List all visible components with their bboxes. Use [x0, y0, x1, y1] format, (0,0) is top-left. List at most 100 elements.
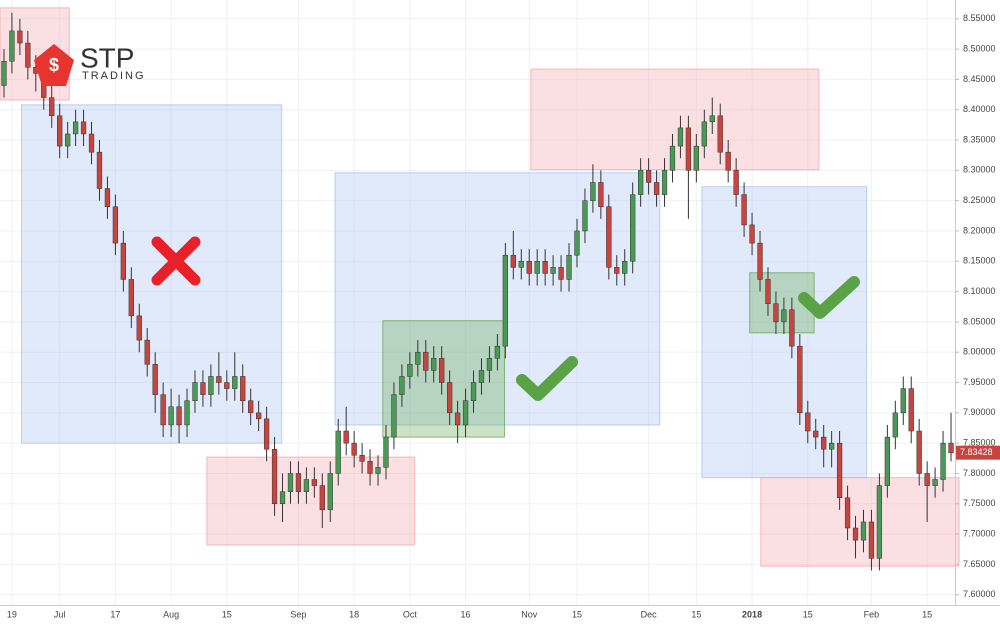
candle-body [311, 479, 317, 486]
candle-body [566, 254, 572, 280]
candle-body [494, 345, 501, 359]
candle-body [295, 473, 302, 492]
y-tick-label: 8.30000 [963, 165, 996, 175]
candle-body [813, 430, 819, 438]
candle-body [860, 521, 867, 541]
candle-body [136, 315, 142, 341]
candle-body [120, 242, 126, 280]
candle-body [216, 376, 222, 383]
x-tick-label: Aug [163, 609, 179, 619]
candle-body [152, 364, 158, 395]
x-tick-label: Oct [403, 609, 418, 619]
candle-body [805, 412, 811, 432]
x-tick-label: 18 [349, 609, 359, 619]
y-tick-label: 8.20000 [963, 225, 996, 235]
x-tick-label: 15 [691, 609, 701, 619]
candle-body [622, 261, 628, 274]
cross-icon [151, 236, 201, 286]
candle-body [407, 364, 413, 377]
x-tick-label: 15 [803, 609, 813, 619]
candle-body [852, 527, 859, 541]
candle-body [287, 473, 294, 492]
y-tick-label: 7.75000 [963, 498, 996, 508]
y-tick-label: 8.00000 [963, 347, 996, 357]
candle-body [144, 339, 150, 365]
y-tick-label: 8.25000 [963, 195, 996, 205]
candle-body [685, 127, 692, 171]
candle-body [741, 194, 747, 226]
candle-body [9, 30, 15, 62]
candle-body [868, 521, 875, 559]
candle-body [908, 388, 914, 432]
candle-body [184, 400, 190, 426]
x-tick-label: 15 [922, 609, 932, 619]
candle-body [948, 442, 954, 454]
candle-body [829, 442, 835, 450]
last-price-label: 7.83428 [960, 447, 993, 457]
candle-body [669, 145, 676, 171]
y-tick-label: 8.40000 [963, 104, 996, 114]
candle-body [773, 303, 779, 323]
x-tick-label: 19 [7, 609, 17, 619]
y-tick-label: 7.65000 [963, 559, 996, 569]
candle-body [192, 382, 198, 401]
candle-body [454, 412, 461, 426]
candle-body [96, 151, 103, 189]
y-tick-label: 8.45000 [963, 74, 996, 84]
candle-body [25, 42, 31, 68]
x-tick-label: Jul [54, 609, 66, 619]
y-tick-label: 8.50000 [963, 43, 996, 53]
candle-body [876, 485, 883, 559]
candle-body [49, 97, 55, 117]
candle-body [797, 345, 803, 414]
candle-body [844, 497, 851, 529]
candle-body [72, 121, 79, 135]
logo: $ STP TRADING [34, 42, 146, 86]
y-tick-label: 7.60000 [963, 589, 996, 599]
candle-body [112, 206, 119, 244]
candle-body [478, 370, 485, 383]
candle-body [900, 388, 906, 414]
y-tick-label: 8.35000 [963, 134, 996, 144]
logo-name: STP [80, 42, 134, 73]
y-tick-label: 8.10000 [963, 286, 996, 296]
candle-body [892, 412, 898, 438]
candle-body [733, 170, 739, 195]
candle-body [279, 491, 286, 505]
candle-body [606, 206, 612, 268]
candle-body [327, 473, 333, 511]
candle-body [335, 430, 341, 474]
candle-body [574, 230, 580, 256]
candle-body [940, 442, 946, 480]
candle-body [709, 115, 715, 123]
candle-body [208, 376, 214, 395]
candle-body [271, 448, 278, 505]
candle-body [80, 121, 87, 135]
x-tick-label: 15 [572, 609, 582, 619]
candle-body [391, 394, 397, 438]
candle-body [232, 376, 238, 389]
candle-body [638, 170, 644, 195]
candle-body [661, 170, 668, 195]
candle-body [160, 394, 166, 426]
candle-body [781, 309, 787, 323]
candle-body [343, 430, 349, 444]
candle-body [439, 358, 445, 383]
y-tick-label: 7.85000 [963, 438, 996, 448]
candle-body [558, 267, 564, 280]
logo-tagline: TRADING [82, 70, 146, 82]
candle-body [57, 115, 63, 147]
x-tick-label: 15 [222, 609, 232, 619]
candle-body [176, 406, 182, 426]
candle-body [303, 479, 310, 492]
y-tick-label: 8.55000 [963, 13, 996, 23]
candle-body [431, 358, 437, 371]
candle-body [375, 467, 381, 474]
candle-body [383, 436, 389, 468]
y-tick-label: 8.15000 [963, 256, 996, 266]
candle-body [836, 442, 843, 498]
candle-body [168, 406, 174, 426]
candle-body [749, 224, 755, 244]
